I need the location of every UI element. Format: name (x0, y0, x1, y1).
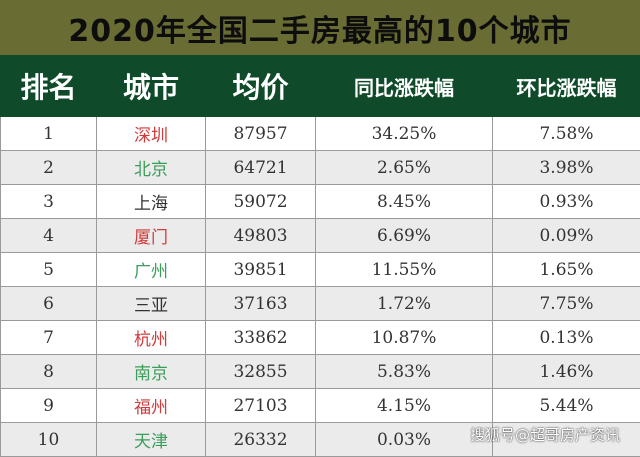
avg-price-cell: 26332 (206, 423, 316, 457)
city-cell: 广州 (97, 253, 206, 287)
rank-cell: 2 (1, 151, 97, 185)
avg-price-cell: 49803 (206, 219, 316, 253)
yoy-change-cell: 0.03% (316, 423, 493, 457)
yoy-change-cell: 4.15% (316, 389, 493, 423)
city-cell: 南京 (97, 355, 206, 389)
mom-change-cell: 0.09% (493, 219, 640, 253)
mom-change-cell: 5.44% (493, 389, 640, 423)
city-cell: 北京 (97, 151, 206, 185)
column-header-city: 城市 (97, 56, 206, 117)
rank-cell: 1 (1, 117, 97, 151)
rank-cell: 8 (1, 355, 97, 389)
avg-price-cell: 33862 (206, 321, 316, 355)
rank-cell: 4 (1, 219, 97, 253)
mom-change-cell: 1.46% (493, 355, 640, 389)
column-header-yoy-change: 同比涨跌幅 (316, 56, 493, 117)
mom-change-cell: 7.58% (493, 117, 640, 151)
city-cell: 天津 (97, 423, 206, 457)
yoy-change-cell: 5.83% (316, 355, 493, 389)
yoy-change-cell: 10.87% (316, 321, 493, 355)
yoy-change-cell: 8.45% (316, 185, 493, 219)
table-header-row: 排名 城市 均价 同比涨跌幅 环比涨跌幅 (1, 56, 640, 117)
yoy-change-cell: 34.25% (316, 117, 493, 151)
mom-change-cell: 0.93% (493, 185, 640, 219)
city-cell: 三亚 (97, 287, 206, 321)
mom-change-cell: 1.65% (493, 253, 640, 287)
avg-price-cell: 87957 (206, 117, 316, 151)
rank-cell: 5 (1, 253, 97, 287)
city-cell: 福州 (97, 389, 206, 423)
city-cell: 杭州 (97, 321, 206, 355)
yoy-change-cell: 6.69% (316, 219, 493, 253)
rank-cell: 3 (1, 185, 97, 219)
column-header-rank: 排名 (1, 56, 97, 117)
rank-cell: 9 (1, 389, 97, 423)
avg-price-cell: 27103 (206, 389, 316, 423)
watermark: 搜狐号@超哥房产资讯 (470, 424, 636, 446)
mom-change-cell: 3.98% (493, 151, 640, 185)
avg-price-cell: 37163 (206, 287, 316, 321)
city-cell: 厦门 (97, 219, 206, 253)
city-cell: 上海 (97, 185, 206, 219)
mom-change-cell: 0.13% (493, 321, 640, 355)
rank-cell: 6 (1, 287, 97, 321)
yoy-change-cell: 11.55% (316, 253, 493, 287)
title-bar: 2020年全国二手房最高的10个城市 (0, 0, 640, 55)
avg-price-cell: 32855 (206, 355, 316, 389)
city-cell: 深圳 (97, 117, 206, 151)
yoy-change-cell: 2.65% (316, 151, 493, 185)
avg-price-cell: 39851 (206, 253, 316, 287)
column-header-avg-price: 均价 (206, 56, 316, 117)
yoy-change-cell: 1.72% (316, 287, 493, 321)
avg-price-cell: 59072 (206, 185, 316, 219)
page-title: 2020年全国二手房最高的10个城市 (68, 6, 571, 50)
avg-price-cell: 64721 (206, 151, 316, 185)
mom-change-cell: 7.75% (493, 287, 640, 321)
rank-cell: 10 (1, 423, 97, 457)
rank-cell: 7 (1, 321, 97, 355)
column-header-mom-change: 环比涨跌幅 (493, 56, 640, 117)
